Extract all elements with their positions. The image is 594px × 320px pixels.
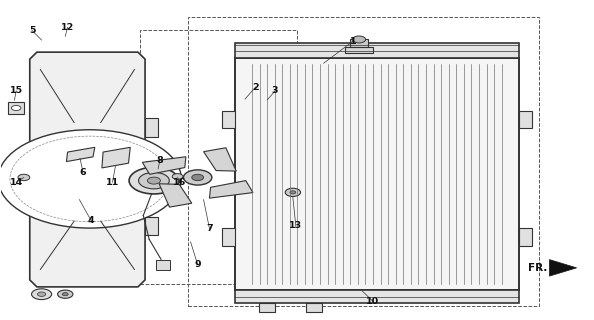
Text: 13: 13 [289, 221, 302, 230]
Bar [306, 303, 323, 312]
Circle shape [285, 188, 301, 196]
Text: 4: 4 [88, 216, 94, 225]
Text: 6: 6 [80, 168, 86, 177]
Bar [235, 290, 519, 303]
Bar [235, 59, 519, 290]
Polygon shape [159, 184, 192, 207]
Bar [145, 118, 158, 137]
Circle shape [290, 191, 296, 194]
Text: 5: 5 [29, 26, 36, 35]
Text: 14: 14 [10, 178, 23, 187]
Bar [519, 111, 532, 128]
Polygon shape [102, 147, 130, 168]
Circle shape [147, 177, 160, 184]
Bar [145, 217, 158, 235]
Circle shape [192, 174, 204, 180]
Text: 9: 9 [194, 260, 201, 269]
Text: 8: 8 [156, 156, 163, 165]
Text: 16: 16 [173, 178, 187, 187]
Circle shape [138, 172, 169, 189]
Circle shape [18, 174, 30, 180]
Bar [519, 228, 532, 246]
Circle shape [37, 292, 46, 296]
Circle shape [31, 289, 52, 300]
Circle shape [184, 170, 212, 185]
Polygon shape [210, 180, 253, 198]
Bar [235, 43, 519, 59]
Text: 12: 12 [61, 23, 74, 32]
Polygon shape [67, 147, 95, 162]
Circle shape [58, 290, 73, 298]
Text: 10: 10 [366, 297, 379, 306]
Bar [258, 303, 275, 312]
Polygon shape [30, 52, 145, 287]
Text: FR.: FR. [528, 263, 547, 273]
Circle shape [172, 174, 183, 179]
Circle shape [129, 167, 179, 194]
Circle shape [0, 130, 181, 228]
Text: 15: 15 [10, 86, 23, 95]
Polygon shape [204, 148, 236, 171]
Bar [350, 39, 368, 47]
Text: 3: 3 [272, 86, 279, 95]
Text: 1: 1 [350, 36, 356, 45]
Circle shape [62, 292, 68, 296]
Bar [222, 228, 235, 246]
Bar [345, 47, 373, 53]
Bar [222, 111, 235, 128]
Text: 7: 7 [206, 224, 213, 233]
Bar [8, 102, 24, 114]
Text: 2: 2 [252, 83, 259, 92]
Bar [140, 30, 297, 284]
Bar [188, 17, 539, 306]
Polygon shape [143, 157, 186, 174]
Bar [156, 260, 170, 270]
Polygon shape [549, 260, 577, 276]
Text: 11: 11 [106, 178, 119, 187]
Bar [146, 161, 162, 168]
Circle shape [353, 36, 365, 43]
Circle shape [11, 105, 21, 110]
